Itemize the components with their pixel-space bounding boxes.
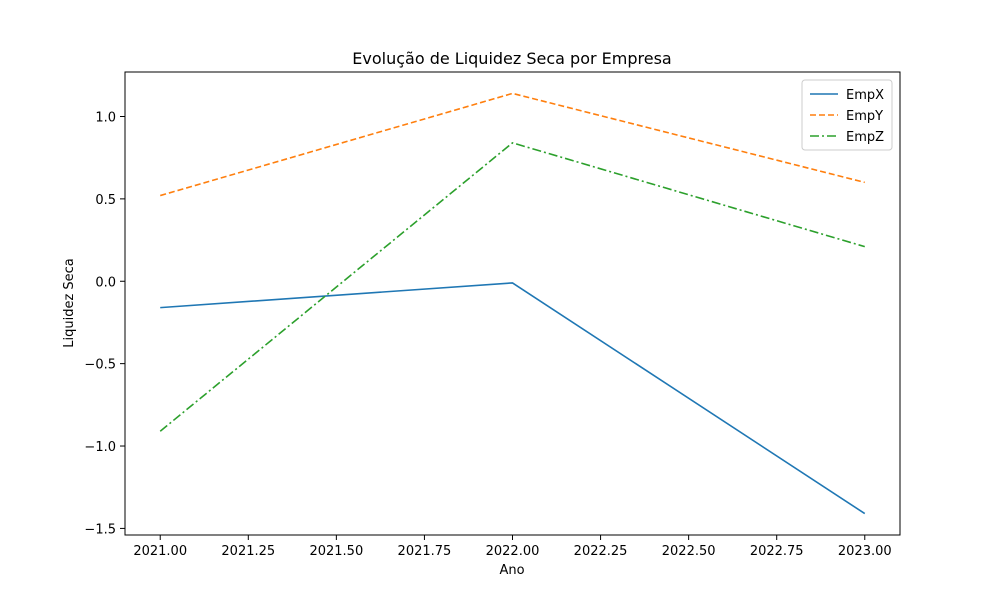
y-tick-label: 1.0 [95,110,116,125]
x-tick-label: 2021.25 [221,544,275,559]
y-tick-label: 0.5 [95,193,116,208]
y-axis-label: Liquidez Seca [62,258,77,348]
y-tick-label: −1.0 [84,440,116,455]
x-tick-label: 2021.00 [133,544,187,559]
y-tick-label: 0.0 [95,275,116,290]
x-tick-label: 2022.00 [486,544,540,559]
x-tick-label: 2023.00 [838,544,892,559]
axes-frame [124,71,901,536]
legend: EmpX EmpY EmpZ [801,79,893,151]
x-axis: 2021.00 2021.25 2021.50 2021.75 2022.00 2022.… [133,535,892,559]
legend-box [801,79,893,151]
chart-title: Evolução de Liquidez Seca por Empresa [352,49,671,68]
series-line-empy [160,92,865,197]
series-line-empz [159,142,865,432]
legend-label-empx: EmpX [846,88,884,103]
x-tick-label: 2022.25 [574,544,628,559]
series-lines [159,92,866,515]
y-axis: −1.5 −1.0 −0.5 0.0 0.5 1.0 [84,110,125,537]
y-tick-label: −0.5 [84,358,116,373]
x-tick-label: 2022.75 [750,544,804,559]
legend-label-empz: EmpZ [846,130,884,145]
x-tick-label: 2022.50 [662,544,716,559]
x-axis-label: Ano [499,563,524,578]
series-line-empx [160,282,866,515]
x-tick-label: 2021.50 [309,544,363,559]
x-tick-label: 2021.75 [398,544,452,559]
legend-label-empy: EmpY [846,109,883,124]
y-tick-label: −1.5 [84,522,116,537]
